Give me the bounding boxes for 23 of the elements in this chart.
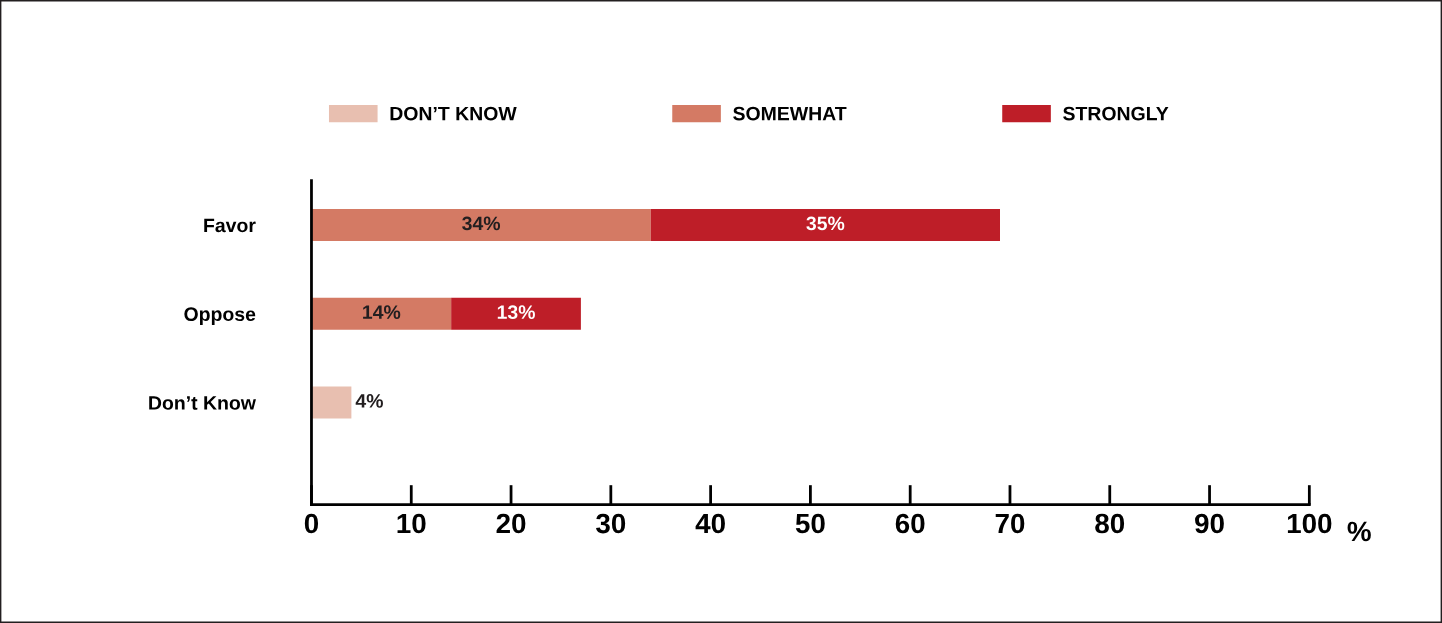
data-label: 14% [363, 305, 401, 319]
x-tick-label: 100 [1287, 513, 1332, 534]
x-tick-label: 20 [496, 513, 526, 534]
y-tick-label: Oppose [184, 307, 256, 325]
x-tick-label: 0 [304, 513, 319, 534]
legend-label: DON’T KNOW [390, 106, 517, 121]
data-label: 35% [806, 216, 845, 231]
y-tick-label: Don’t Know [149, 396, 256, 410]
data-label: 4% [355, 394, 383, 408]
legend-label: STRONGLY [1063, 106, 1169, 121]
y-tick-label: Favor [204, 218, 256, 233]
x-tick-label: 80 [1095, 513, 1125, 534]
x-tick-label: 40 [695, 513, 725, 534]
x-tick-label: 60 [895, 513, 925, 534]
x-tick-label: 10 [397, 513, 426, 534]
data-label: 13% [497, 305, 535, 320]
x-tick-label: 90 [1195, 513, 1224, 534]
legend-label: SOMEWHAT [733, 106, 847, 121]
data-label: 34% [462, 216, 501, 231]
x-axis-title: % [1347, 521, 1371, 542]
x-tick-label: 50 [795, 513, 825, 534]
x-tick-label: 70 [995, 513, 1025, 534]
x-tick-label: 30 [596, 513, 626, 534]
